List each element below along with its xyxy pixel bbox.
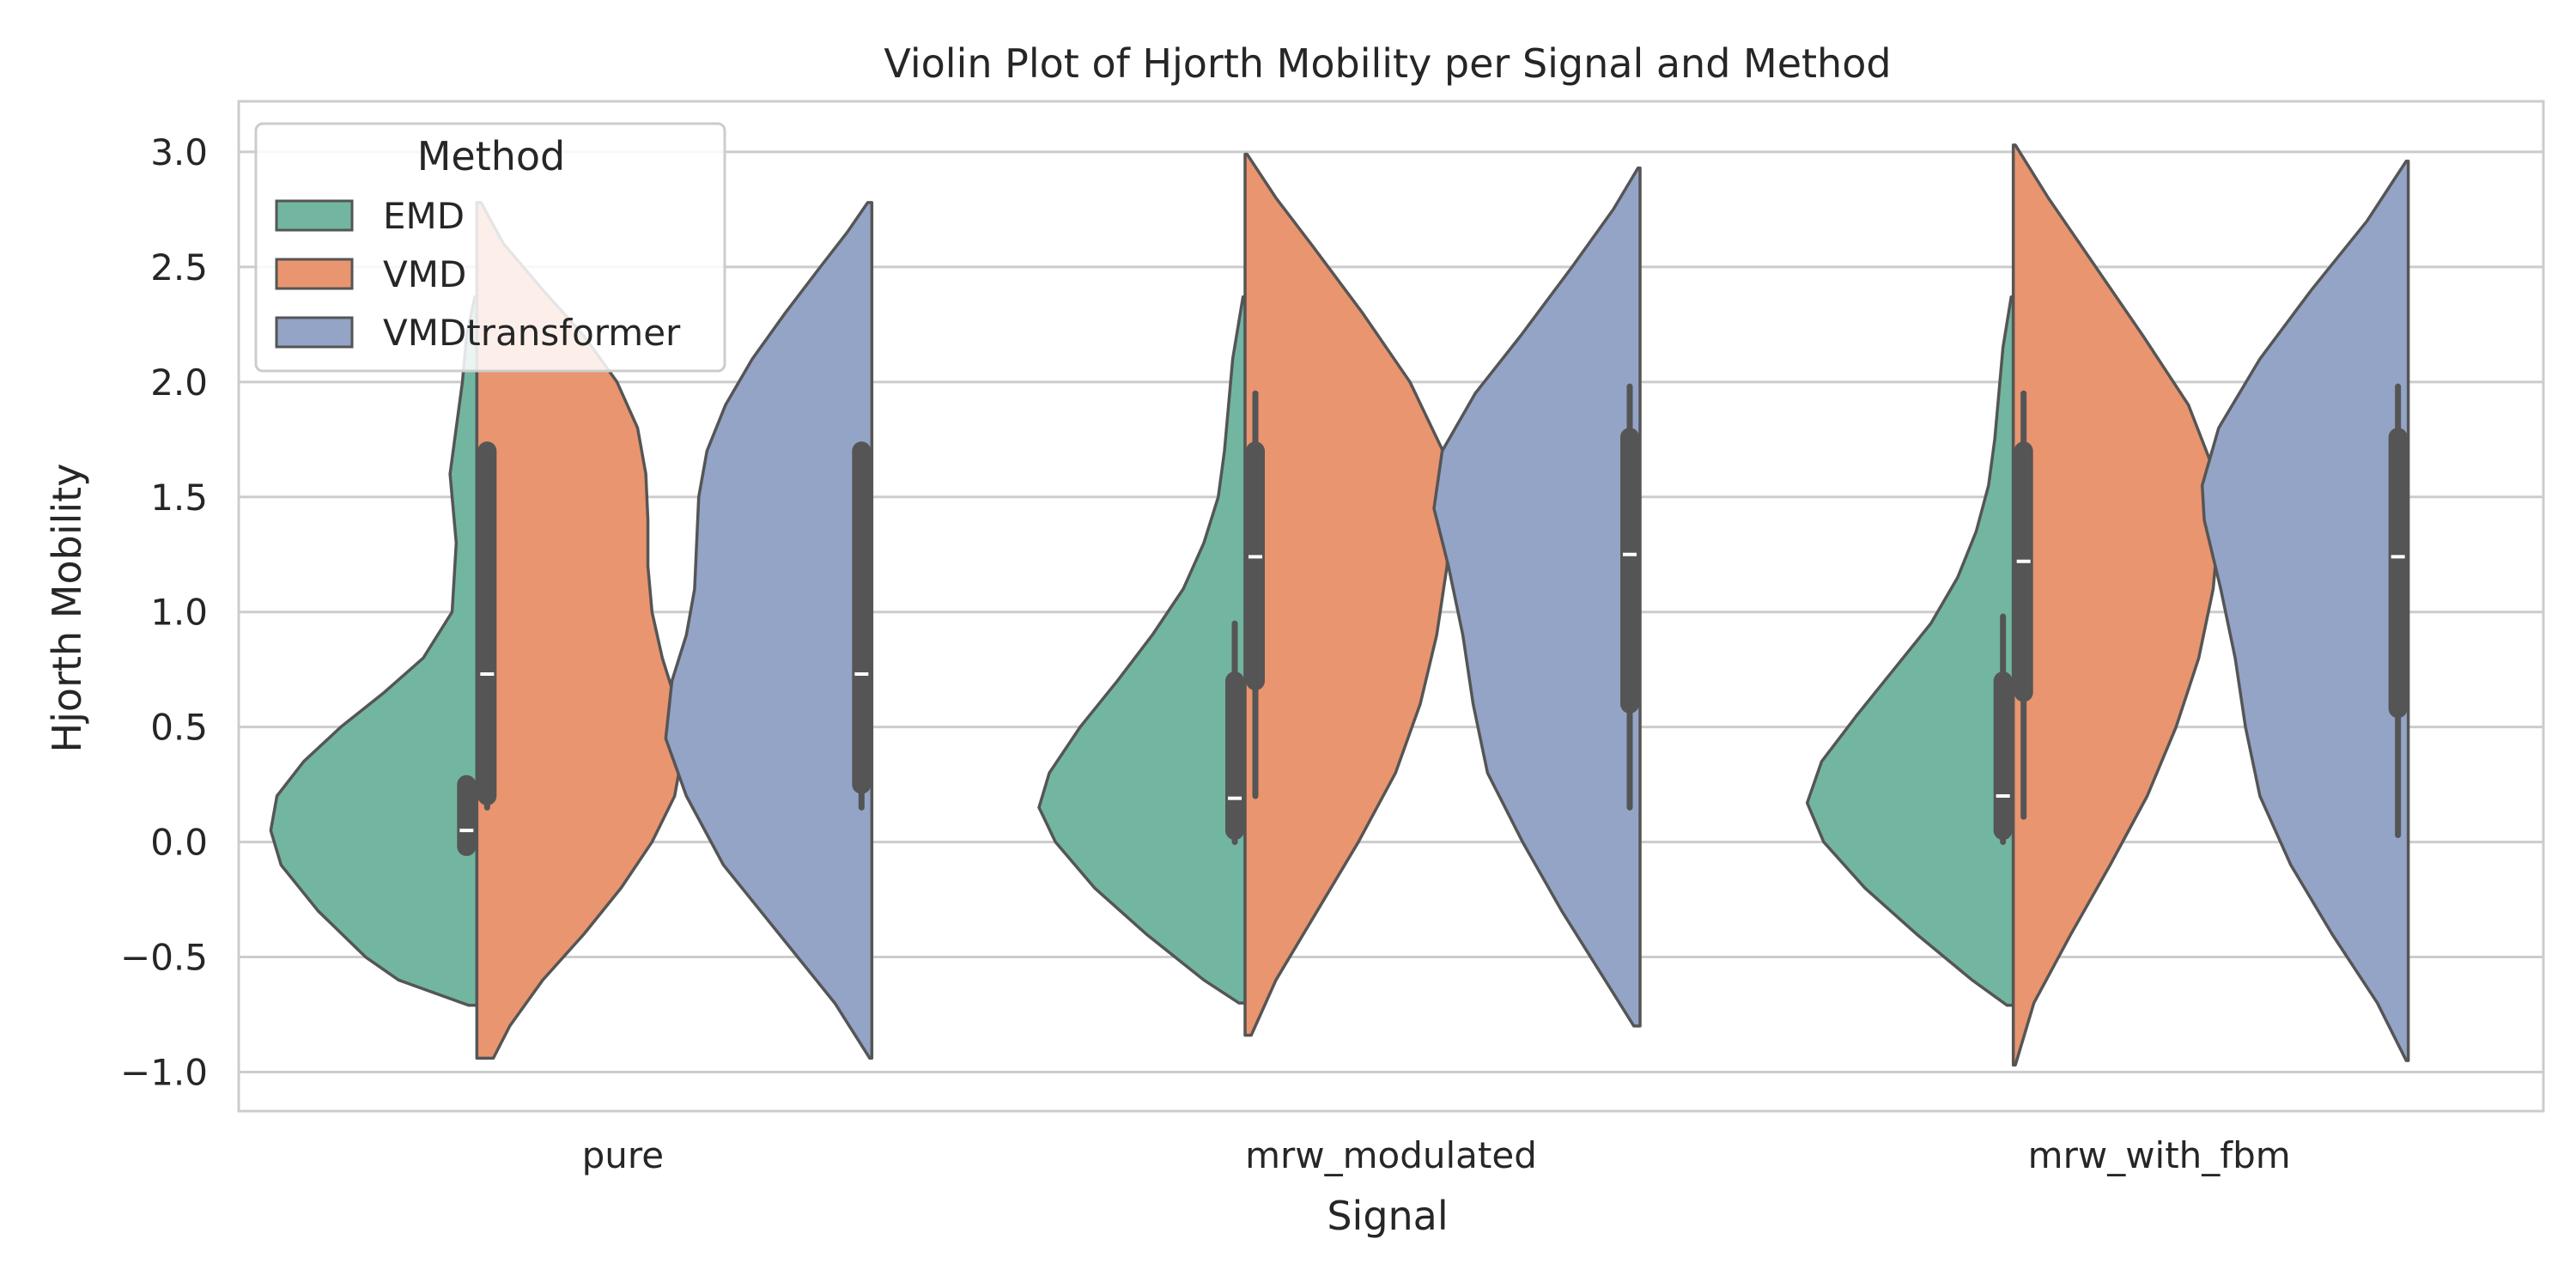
x-tick-label: pure <box>582 1134 664 1176</box>
legend-swatch-emd <box>275 199 354 232</box>
violin-vmdtransformer-mrw_with_fbm <box>2200 159 2410 1062</box>
plot-frame <box>237 100 2545 1113</box>
legend-title: Method <box>417 133 566 179</box>
x-tick-label: mrw_modulated <box>1245 1134 1537 1176</box>
legend-label: EMD <box>383 195 465 237</box>
violin-vmdtransformer-mrw_modulated <box>1432 166 1642 1028</box>
legend-label: VMD <box>383 253 466 295</box>
y-tick-label: 2.0 <box>150 361 208 404</box>
legend: Method EMD VMD VMDtransformer <box>254 122 726 373</box>
y-tick-label: −0.5 <box>120 937 208 979</box>
violin-vmdtransformer-pure <box>664 201 874 1060</box>
y-tick-label: 2.5 <box>150 246 208 289</box>
inner-boxes <box>457 383 2408 856</box>
y-tick-label: −1.0 <box>120 1051 208 1093</box>
y-axis-ticks: −1.0 −0.5 0.0 0.5 1.0 1.5 2.0 2.5 3.0 <box>120 131 208 1094</box>
legend-frame <box>254 122 726 373</box>
y-tick-label: 1.5 <box>150 477 208 519</box>
y-tick-label: 3.0 <box>150 131 208 173</box>
legend-items: EMD VMD VMDtransformer <box>275 195 681 354</box>
chart-title: Violin Plot of Hjorth Mobility per Signa… <box>884 40 1891 87</box>
legend-label: VMDtransformer <box>383 312 681 354</box>
violins <box>269 143 2410 1067</box>
x-tick-label: mrw_with_fbm <box>2028 1134 2291 1176</box>
x-axis-ticks: pure mrw_modulated mrw_with_fbm <box>582 1134 2291 1176</box>
legend-swatch-vmdtransformer <box>275 316 354 349</box>
violin-emd-mrw_with_fbm <box>1805 295 2015 1007</box>
violin-emd-mrw_modulated <box>1037 295 1247 1005</box>
y-tick-label: 1.0 <box>150 592 208 634</box>
legend-swatch-vmd <box>275 258 354 290</box>
y-tick-label: 0.0 <box>150 822 208 864</box>
y-axis-label: Hjorth Mobility <box>44 464 90 753</box>
x-axis-label: Signal <box>1327 1193 1448 1239</box>
y-tick-label: 0.5 <box>150 707 208 749</box>
